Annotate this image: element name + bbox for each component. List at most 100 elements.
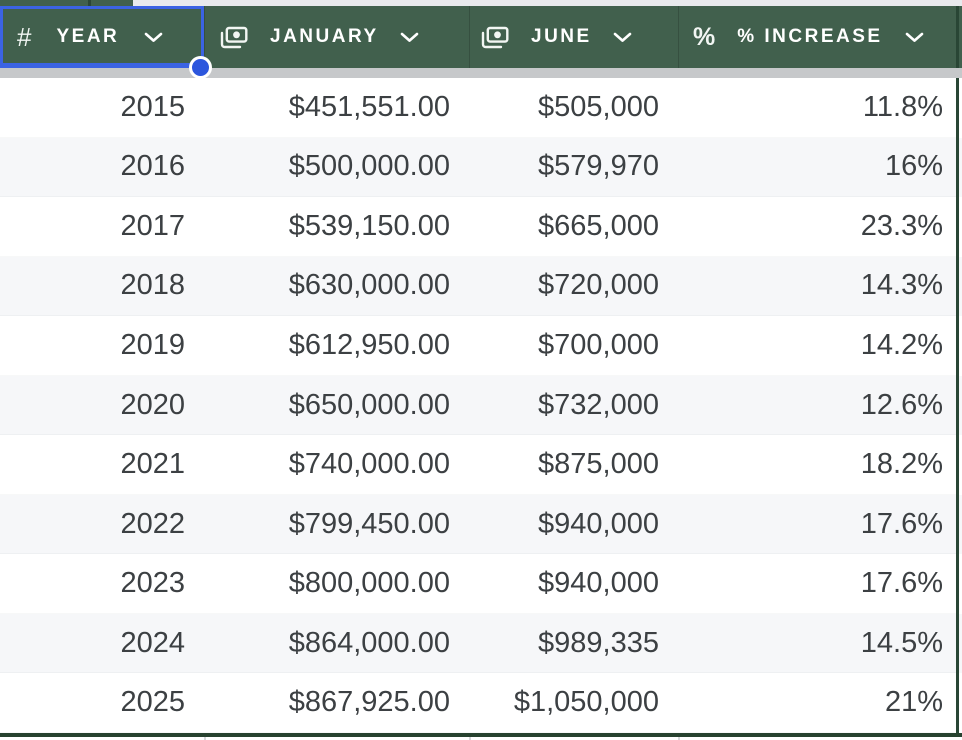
cell-june[interactable]: $700,000 (538, 328, 659, 361)
banknote-icon (220, 26, 248, 48)
cell-year[interactable]: 2019 (120, 328, 185, 361)
cell-year[interactable]: 2018 (120, 269, 185, 302)
cell-january[interactable]: $867,925.00 (288, 686, 450, 719)
table-row: 2020 $650,000.00 $732,000 12.6% (0, 375, 956, 436)
cell-january[interactable]: $539,150.00 (288, 209, 450, 242)
cell-january[interactable]: $500,000.00 (288, 150, 450, 183)
header-label-increase: % INCREASE (737, 26, 883, 47)
table-row: 2017 $539,150.00 $665,000 23.3% (0, 197, 956, 257)
next-column-row-sliver (958, 435, 962, 495)
header-cell-year[interactable]: # YEAR (0, 6, 204, 68)
table-row: 2023 $800,000.00 $940,000 17.6% (0, 554, 956, 614)
cell-june[interactable]: $940,000 (538, 507, 659, 540)
chevron-down-icon[interactable] (400, 32, 419, 43)
cell-january[interactable]: $451,551.00 (288, 90, 450, 123)
top-strip-green-segment (0, 0, 88, 6)
cell-year[interactable]: 2016 (120, 150, 185, 183)
sheet-gridline (678, 736, 680, 740)
cell-increase[interactable]: 21% (884, 686, 943, 719)
cell-january[interactable]: $740,000.00 (288, 448, 450, 481)
cell-increase[interactable]: 17.6% (860, 567, 943, 600)
next-column-row-sliver (958, 78, 962, 138)
fill-handle[interactable] (189, 56, 212, 79)
cell-january[interactable]: $799,450.00 (288, 507, 450, 540)
sheet-gridline (204, 736, 206, 740)
next-column-row-sliver (958, 137, 962, 198)
table-header-row: # YEAR JANUARY JUNE (0, 6, 956, 68)
table-right-border (956, 78, 959, 733)
cell-june[interactable]: $940,000 (538, 567, 659, 600)
sheet-gridline (469, 736, 471, 740)
percent-icon: % (693, 22, 716, 51)
cell-increase[interactable]: 14.3% (860, 269, 943, 302)
next-column-row-sliver (958, 494, 962, 555)
table-row: 2018 $630,000.00 $720,000 14.3% (0, 256, 956, 317)
banknote-icon (481, 26, 509, 48)
header-cell-increase[interactable]: % % INCREASE (678, 6, 956, 68)
header-label-january: JANUARY (270, 26, 379, 47)
table-row: 2024 $864,000.00 $989,335 14.5% (0, 613, 956, 674)
header-label-june: JUNE (531, 26, 592, 47)
sheet-grid-below-table (0, 736, 962, 740)
chevron-down-icon[interactable] (613, 32, 632, 43)
cell-year[interactable]: 2021 (120, 448, 185, 481)
next-column-body-sliver (958, 78, 962, 734)
cell-year[interactable]: 2023 (120, 567, 185, 600)
cell-increase[interactable]: 12.6% (860, 388, 943, 421)
cell-june[interactable]: $989,335 (538, 626, 659, 659)
cell-increase[interactable]: 11.8% (862, 90, 943, 123)
table-row: 2016 $500,000.00 $579,970 16% (0, 137, 956, 198)
next-column-row-sliver (958, 554, 962, 614)
table-row: 2022 $799,450.00 $940,000 17.6% (0, 494, 956, 555)
cell-year[interactable]: 2020 (120, 388, 185, 421)
top-strip-divider (88, 0, 91, 6)
cell-june[interactable]: $665,000 (538, 209, 659, 242)
hash-icon: # (17, 22, 32, 52)
cell-year[interactable]: 2025 (120, 686, 185, 719)
next-column-row-sliver (958, 316, 962, 376)
cell-year[interactable]: 2015 (120, 90, 185, 123)
cell-june[interactable]: $579,970 (538, 150, 659, 183)
cell-year[interactable]: 2024 (120, 626, 185, 659)
header-cell-january[interactable]: JANUARY (204, 6, 469, 68)
next-column-row-sliver (958, 673, 962, 734)
table-right-border (956, 6, 959, 68)
cell-june[interactable]: $732,000 (538, 388, 659, 421)
table-row: 2021 $740,000.00 $875,000 18.2% (0, 435, 956, 495)
cell-increase[interactable]: 14.5% (860, 626, 943, 659)
cell-january[interactable]: $650,000.00 (288, 388, 450, 421)
cell-june[interactable]: $720,000 (538, 269, 659, 302)
frozen-row-shadow (0, 68, 962, 78)
cell-january[interactable]: $612,950.00 (288, 328, 450, 361)
header-label-year: YEAR (56, 26, 120, 47)
header-cell-june[interactable]: JUNE (469, 6, 678, 68)
cell-june[interactable]: $505,000 (538, 90, 659, 123)
cell-increase[interactable]: 17.6% (860, 507, 943, 540)
chevron-down-icon[interactable] (905, 32, 924, 43)
cell-june[interactable]: $875,000 (538, 448, 659, 481)
next-column-row-sliver (958, 613, 962, 674)
cell-increase[interactable]: 18.2% (860, 448, 943, 481)
next-column-row-sliver (958, 256, 962, 317)
top-chrome-strip (0, 0, 962, 6)
table-row: 2019 $612,950.00 $700,000 14.2% (0, 316, 956, 376)
table-body: 2015 $451,551.00 $505,000 11.8% 2016 $50… (0, 78, 956, 734)
next-column-row-sliver (958, 375, 962, 436)
table-row: 2025 $867,925.00 $1,050,000 21% (0, 673, 956, 734)
table-bottom-border (0, 733, 962, 737)
chevron-down-icon[interactable] (144, 32, 163, 43)
cell-increase[interactable]: 16% (884, 150, 943, 183)
table-row: 2015 $451,551.00 $505,000 11.8% (0, 78, 956, 138)
cell-january[interactable]: $864,000.00 (288, 626, 450, 659)
cell-year[interactable]: 2017 (120, 209, 185, 242)
cell-june[interactable]: $1,050,000 (513, 686, 659, 719)
next-column-row-sliver (958, 197, 962, 257)
cell-increase[interactable]: 14.2% (860, 328, 943, 361)
cell-year[interactable]: 2022 (120, 507, 185, 540)
top-strip-green-segment (90, 0, 133, 6)
cell-increase[interactable]: 23.3% (860, 209, 943, 242)
next-column-header-sliver (958, 6, 962, 68)
cell-january[interactable]: $800,000.00 (288, 567, 450, 600)
cell-january[interactable]: $630,000.00 (288, 269, 450, 302)
